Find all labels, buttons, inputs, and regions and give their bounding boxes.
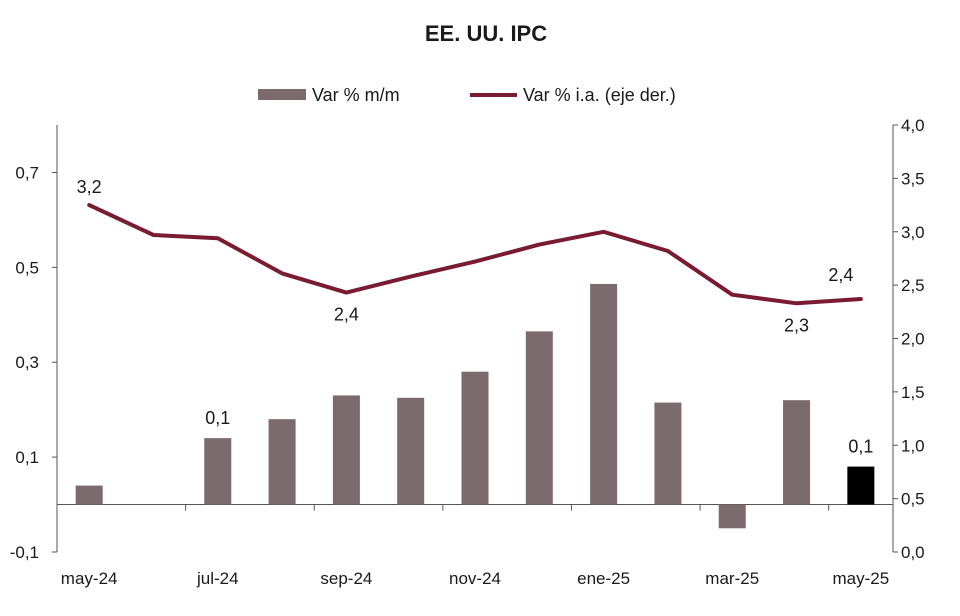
right-tick-label: 4,0 [901,116,925,135]
x-tick-label: may-25 [833,569,890,588]
data-label: 0,1 [848,437,873,457]
legend-bar-swatch [258,89,306,100]
bar [590,283,618,505]
right-tick-label: 2,0 [901,330,925,349]
left-tick-label: 0,1 [15,448,39,467]
chart-title: EE. UU. IPC [425,21,547,46]
x-tick-label: may-24 [61,569,118,588]
data-label: 2,4 [334,305,359,325]
right-tick-label: 1,5 [901,383,925,402]
legend-line-label: Var % i.a. (eje der.) [523,85,676,105]
data-labels: 0,1 0,1 3,2 2,4 2,3 2,4 [77,177,874,457]
bar [397,397,425,505]
x-tick-label: sep-24 [320,569,372,588]
bar [718,504,746,529]
bar [847,466,875,505]
data-label: 0,1 [205,408,230,428]
data-label: 2,4 [828,265,853,285]
bar [525,331,553,505]
right-tick-label: 1,0 [901,436,925,455]
left-tick-label: -0,1 [10,543,39,562]
bar [461,371,489,505]
line-series [87,203,863,306]
left-tick-label: 0,3 [15,353,39,372]
axes: -0,1 0,1 0,3 0,5 0,7 0,0 0,5 1,0 1,5 2,0 2,5 3,0 3,5… [10,116,925,588]
right-tick-label: 3,0 [901,223,925,242]
right-tick-label: 2,5 [901,276,925,295]
right-tick-label: 3,5 [901,169,925,188]
bar [204,438,232,505]
bar [268,419,296,505]
right-tick-label: 0,5 [901,490,925,509]
bar [75,485,103,505]
legend: Var % m/m Var % i.a. (eje der.) [258,85,676,105]
x-tick-label: mar-25 [705,569,759,588]
left-tick-label: 0,7 [15,163,39,182]
right-tick-label: 0,0 [901,543,925,562]
x-tick-label: nov-24 [449,569,501,588]
bar [654,402,682,505]
bar-series [75,283,875,529]
bar [783,400,811,505]
bar [332,395,360,505]
data-label: 3,2 [77,177,102,197]
x-tick-label: ene-25 [577,569,630,588]
yoy-line [87,203,863,306]
left-tick-label: 0,5 [15,258,39,277]
x-tick-label: jul-24 [196,569,239,588]
legend-bar-label: Var % m/m [312,85,400,105]
data-label: 2,3 [784,315,809,335]
